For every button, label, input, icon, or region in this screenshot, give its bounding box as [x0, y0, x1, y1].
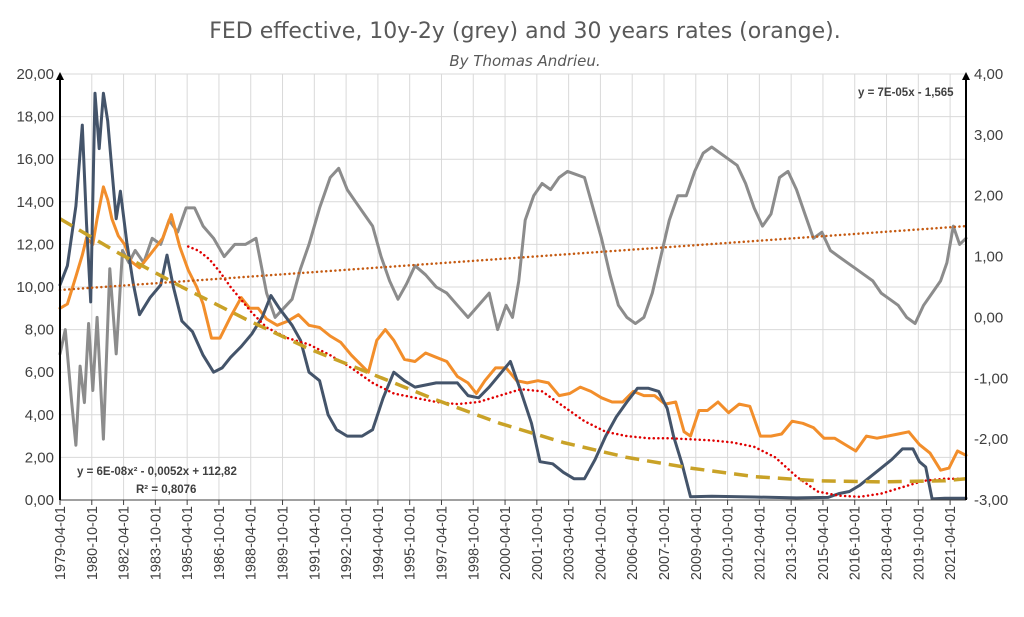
x-tick-label: 1988-04-01 — [244, 506, 260, 580]
x-tick-label: 2004-10-01 — [593, 506, 609, 580]
series-layer — [58, 91, 968, 501]
x-tick-label: 2013-10-01 — [784, 506, 800, 580]
y-left-tick-label: 10,00 — [16, 279, 54, 296]
y-left-axis-arrow — [56, 72, 64, 80]
tick-labels: 0,00 2,00 4,00 6,00 8,00 10,00 12,00 14,00 16,00… — [16, 66, 1008, 580]
x-tick-label: 1997-04-01 — [434, 506, 450, 580]
series-line-10y-2y-grey — [58, 145, 968, 447]
x-tick-label: 1998-10-01 — [466, 506, 482, 580]
y-right-axis-arrow — [962, 72, 970, 80]
x-tick-label: 1980-10-01 — [85, 506, 101, 580]
y-left-tick-label: 16,00 — [16, 151, 54, 168]
x-tick-label: 2001-10-01 — [530, 506, 546, 580]
trendline-equation-right: y = 7E-05x - 1,565 — [858, 87, 954, 99]
x-tick-label: 2019-10-01 — [911, 506, 927, 580]
y-left-tick-label: 4,00 — [25, 407, 54, 424]
axes — [56, 72, 970, 505]
y-right-tick-label: 0,00 — [974, 309, 1003, 326]
trendline-poly-dashed — [59, 217, 967, 484]
series-line-red-dotted — [186, 245, 968, 499]
y-left-tick-label: 6,00 — [25, 364, 54, 381]
y-right-tick-label: -3,00 — [974, 492, 1008, 509]
x-tick-label: 2021-04-01 — [943, 506, 959, 580]
y-left-tick-label: 0,00 — [25, 492, 54, 509]
y-left-tick-label: 8,00 — [25, 322, 54, 339]
x-tick-label: 1992-10-01 — [339, 506, 355, 580]
trendline-equation-left: y = 6E-08x² - 0,0052x + 112,82 — [77, 466, 237, 478]
x-tick-label: 1991-04-01 — [307, 506, 323, 580]
y-left-tick-label: 2,00 — [25, 449, 54, 466]
y-right-tick-label: 2,00 — [974, 188, 1003, 205]
x-tick-label: 2007-10-01 — [657, 506, 673, 580]
x-tick-label: 2010-10-01 — [721, 506, 737, 580]
y-right-tick-label: 3,00 — [974, 127, 1003, 144]
y-left-tick-label: 12,00 — [16, 236, 54, 253]
chart-subtitle: By Thomas Andrieu. — [449, 52, 600, 70]
x-tick-label: 1983-10-01 — [148, 506, 164, 580]
x-tick-label: 2012-04-01 — [752, 506, 768, 580]
x-tick-label: 2000-04-01 — [498, 506, 514, 580]
x-tick-label: 2006-04-01 — [625, 506, 641, 580]
x-tick-label: 1979-04-01 — [53, 506, 69, 580]
x-tick-label: 1989-10-01 — [276, 506, 292, 580]
y-left-tick-label: 20,00 — [16, 66, 54, 83]
series-line-30y-orange — [58, 185, 968, 472]
trendline-r2: R² = 0,8076 — [136, 484, 196, 496]
grid — [59, 73, 966, 500]
series-line-fed-effective — [58, 91, 968, 501]
y-right-tick-label: -2,00 — [974, 431, 1008, 448]
x-tick-label: 2015-04-01 — [816, 506, 832, 580]
x-tick-label: 2003-04-01 — [562, 506, 578, 580]
x-tick-label: 2016-10-01 — [848, 506, 864, 580]
chart-title: FED effective, 10y-2y (grey) and 30 year… — [209, 19, 841, 44]
trendline-linear-dotted — [58, 224, 968, 292]
y-right-tick-label: 4,00 — [974, 66, 1003, 83]
y-left-tick-label: 18,00 — [16, 109, 54, 126]
x-tick-label: 2018-04-01 — [880, 506, 896, 580]
x-tick-label: 2009-04-01 — [689, 506, 705, 580]
x-tick-label: 1985-04-01 — [180, 506, 196, 580]
y-left-tick-label: 14,00 — [16, 194, 54, 211]
y-right-tick-label: -1,00 — [974, 370, 1008, 387]
x-tick-label: 1995-10-01 — [403, 506, 419, 580]
x-tick-label: 1982-04-01 — [117, 506, 133, 580]
y-right-tick-label: 1,00 — [974, 249, 1003, 266]
x-tick-label: 1986-10-01 — [212, 506, 228, 580]
x-tick-label: 1994-04-01 — [371, 506, 387, 580]
